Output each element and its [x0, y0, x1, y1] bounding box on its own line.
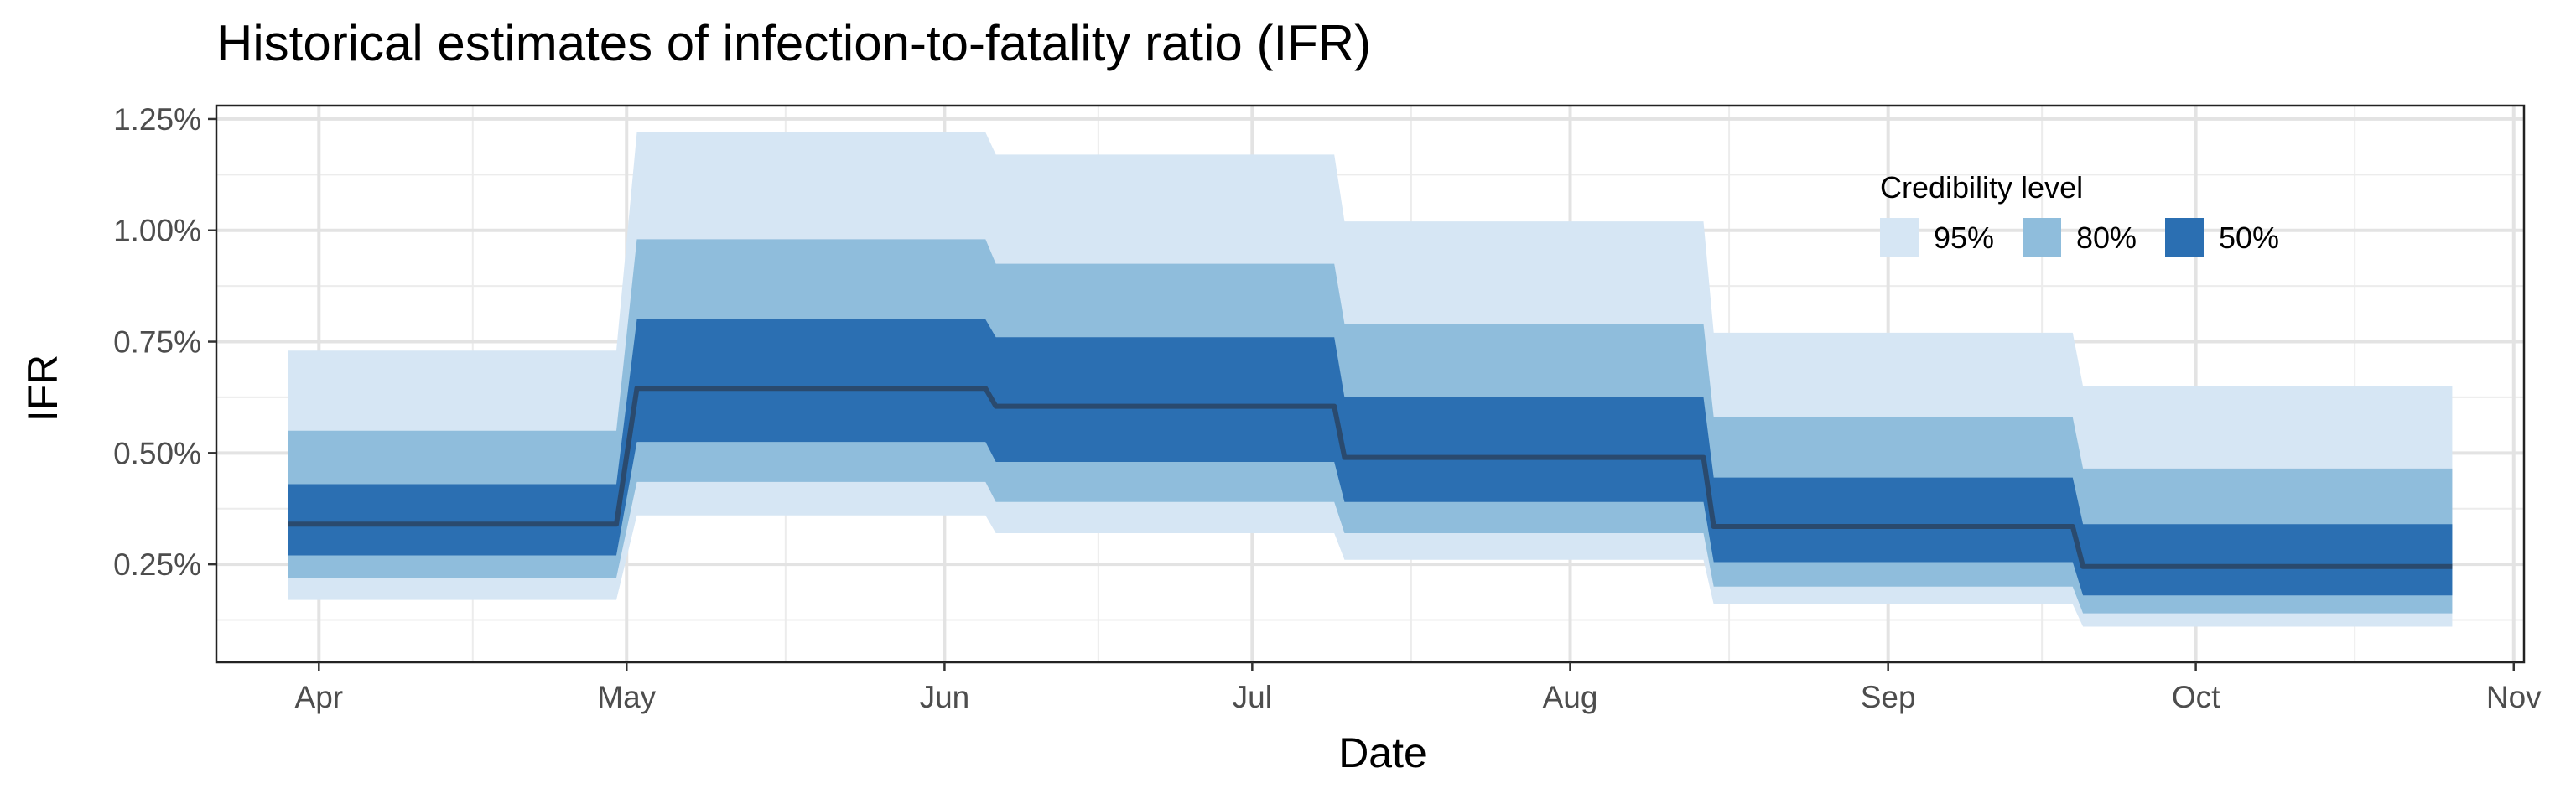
x-tick-label: Jul [1233, 680, 1272, 714]
panel-border [215, 104, 2526, 664]
y-tick-label: 1.00% [113, 214, 201, 248]
y-tick-label: 0.50% [113, 436, 201, 470]
legend-label: 50% [2219, 220, 2279, 255]
x-tick-label: May [597, 680, 656, 714]
legend-label: 80% [2076, 220, 2137, 255]
median-ifr-line [288, 386, 2453, 569]
x-tick-label: Sep [1861, 680, 1916, 714]
x-axis: Apr May Jun Jul Aug Sep Oct Nov [295, 662, 2542, 714]
y-axis: 0.25% 0.50% 0.75% 1.00% 1.25% [113, 102, 216, 582]
legend-key-80-percent [2023, 218, 2061, 257]
x-tick-label: Aug [1543, 680, 1598, 714]
x-axis-label: Date [1338, 729, 1427, 776]
median-line-layer [288, 386, 2453, 569]
y-tick-label: 0.75% [113, 325, 201, 360]
plot-frame [215, 104, 2526, 664]
legend-title: Credibility level [1880, 170, 2083, 205]
x-tick-label: Oct [2172, 680, 2220, 714]
x-tick-label: Jun [920, 680, 970, 714]
y-axis-label: IFR [19, 355, 66, 423]
legend: Credibility level 95% 80% 50% [1880, 170, 2279, 257]
legend-key-50-percent [2165, 218, 2204, 257]
y-tick-label: 1.25% [113, 102, 201, 137]
y-tick-label: 0.25% [113, 547, 201, 582]
chart-title: Historical estimates of infection-to-fat… [216, 15, 1371, 71]
legend-key-95-percent [1880, 218, 1919, 257]
legend-items: 95% 80% 50% [1880, 218, 2279, 257]
x-tick-label: Apr [295, 680, 344, 714]
x-tick-label: Nov [2486, 680, 2542, 714]
legend-label: 95% [1934, 220, 1994, 255]
